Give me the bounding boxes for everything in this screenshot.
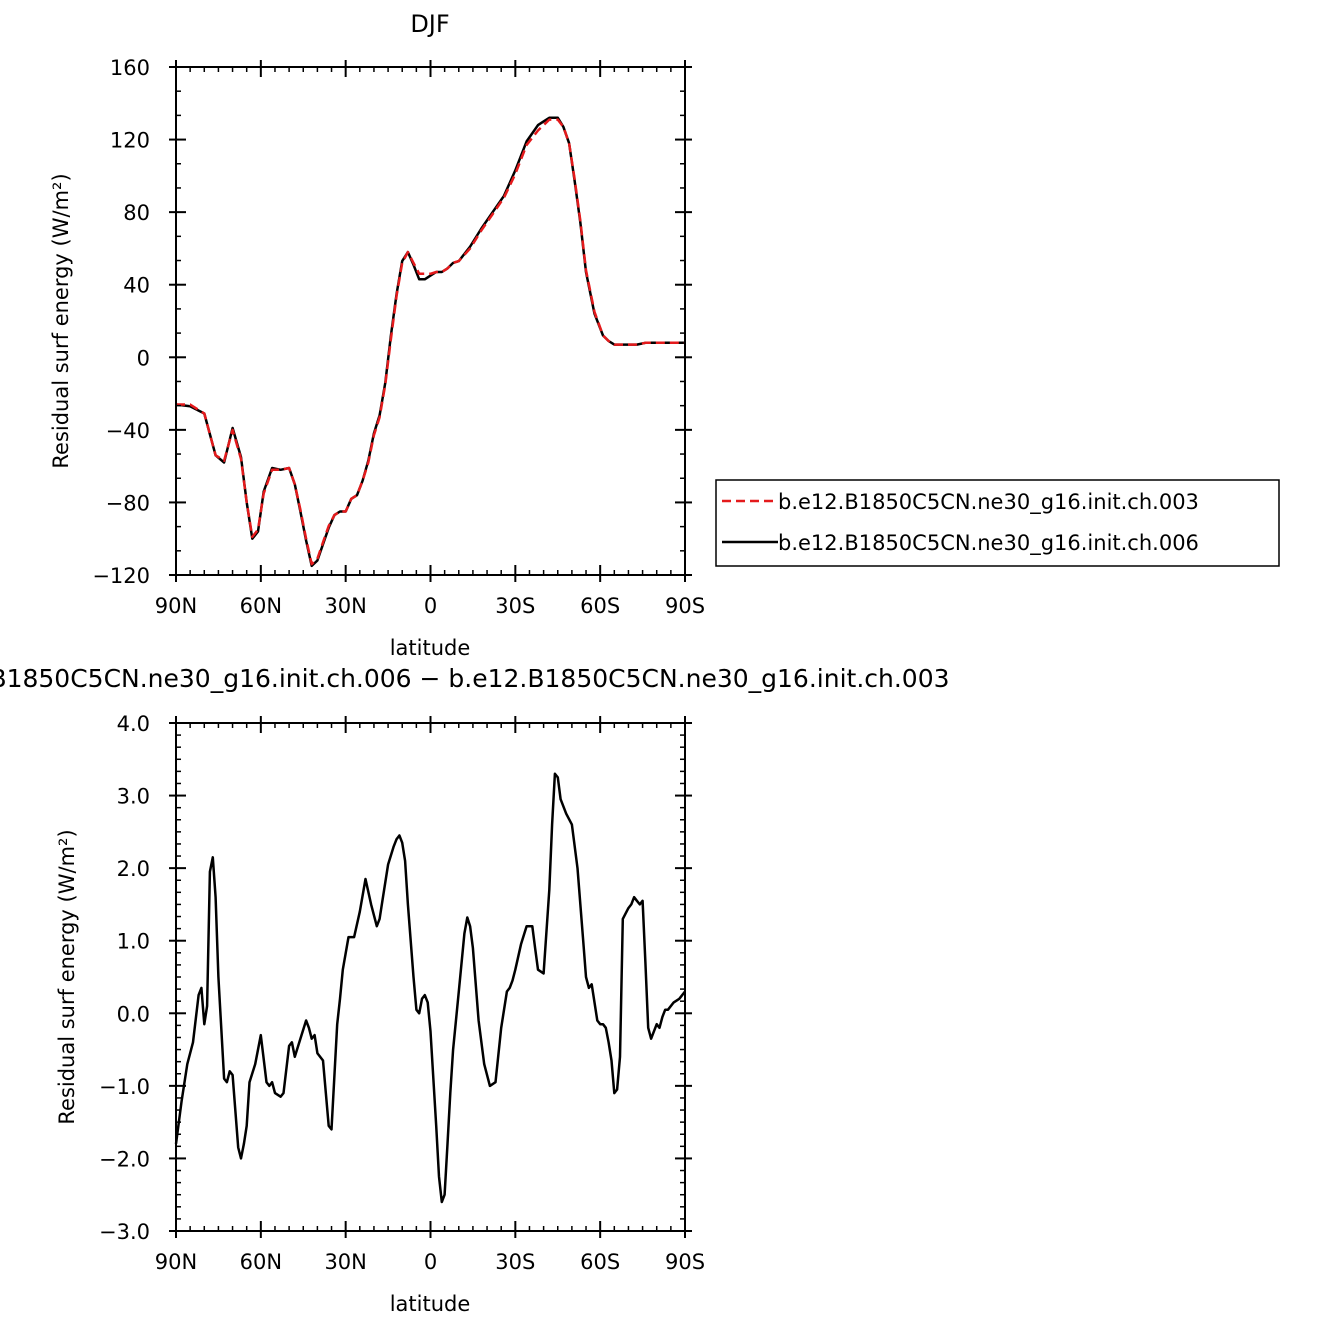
x-tick-label: 60N: [240, 1250, 282, 1274]
y-tick-label: −3.0: [99, 1220, 150, 1244]
top-chart-title: DJF: [410, 10, 449, 38]
bottom-chart-title: b.e12.B1850C5CN.ne30_g16.init.ch.006 − b…: [0, 664, 950, 693]
x-tick-label: 90S: [665, 1250, 705, 1274]
y-tick-label: −80: [106, 491, 150, 515]
y-tick-label: −1.0: [99, 1075, 150, 1099]
x-tick-label: 0: [424, 1250, 437, 1274]
x-tick-label: 30S: [495, 1250, 535, 1274]
y-tick-label: 0: [137, 346, 150, 370]
x-tick-label: 60S: [580, 1250, 620, 1274]
y-tick-label: 1.0: [117, 930, 150, 954]
x-tick-label: 90N: [155, 1250, 197, 1274]
top-plot-frame: [175, 66, 686, 576]
x-tick-label: 60S: [580, 594, 620, 618]
legend-label-003: b.e12.B1850C5CN.ne30_g16.init.ch.003: [778, 490, 1199, 515]
series-line-first: [174, 772, 686, 1204]
y-tick-label: −40: [106, 419, 150, 443]
x-tick-label: 30N: [324, 1250, 366, 1274]
y-tick-label: 0.0: [117, 1002, 150, 1026]
x-tick-label: 90S: [665, 594, 705, 618]
bottom-panel: b.e12.B1850C5CN.ne30_g16.init.ch.006 − b…: [0, 664, 950, 1316]
x-tick-label: 90N: [155, 594, 197, 618]
top-panel: DJF 90N 60N 30N 0 30S 60S 90S −120 −80 −40 0 40 80 12…: [49, 10, 1280, 660]
y-tick-label: 2.0: [117, 857, 150, 881]
bottom-y-axis-label: Residual surf energy (W/m²): [55, 829, 79, 1124]
bottom-plot-frame: [175, 722, 686, 1232]
bottom-x-axis-label: latitude: [390, 1292, 471, 1316]
y-tick-label: −120: [92, 564, 150, 588]
y-tick-label: −2.0: [99, 1147, 150, 1171]
top-x-axis-label: latitude: [390, 636, 471, 660]
series-line-first: [176, 118, 685, 566]
legend-frame: [715, 479, 1280, 567]
y-tick-label: 120: [110, 129, 150, 153]
x-tick-label: 0: [424, 594, 437, 618]
x-tick-label: 30N: [324, 594, 366, 618]
top-y-axis-label: Residual surf energy (W/m²): [49, 173, 73, 468]
y-tick-label: 40: [123, 274, 150, 298]
x-tick-label: 30S: [495, 594, 535, 618]
y-tick-label: 3.0: [117, 785, 150, 809]
top-legend: b.e12.B1850C5CN.ne30_g16.init.ch.003 b.e…: [715, 479, 1280, 567]
legend-label-006: b.e12.B1850C5CN.ne30_g16.init.ch.006: [778, 531, 1199, 556]
y-tick-label: 4.0: [117, 712, 150, 736]
y-tick-label: 80: [123, 201, 150, 225]
y-tick-label: 160: [110, 56, 150, 80]
x-tick-label: 60N: [240, 594, 282, 618]
